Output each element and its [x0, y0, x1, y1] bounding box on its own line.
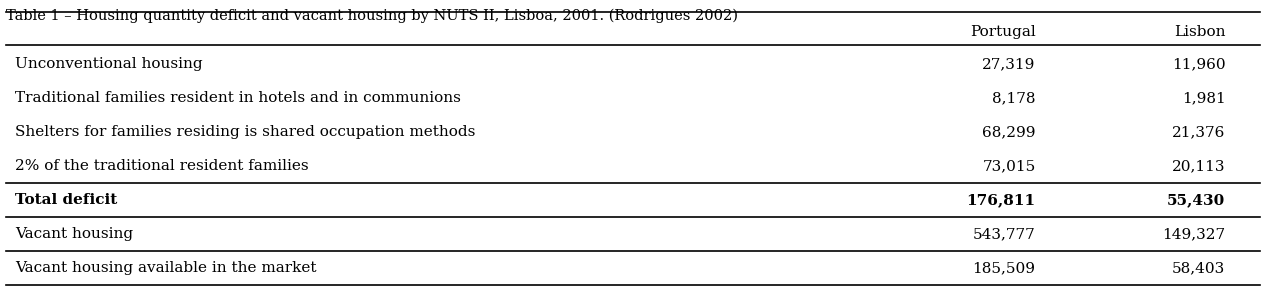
Text: 21,376: 21,376 — [1172, 125, 1225, 139]
Text: Lisbon: Lisbon — [1174, 25, 1225, 39]
Text: 20,113: 20,113 — [1172, 159, 1225, 173]
Text: 176,811: 176,811 — [966, 193, 1036, 207]
Text: 27,319: 27,319 — [982, 58, 1036, 72]
Text: 55,430: 55,430 — [1167, 193, 1225, 207]
Text: 68,299: 68,299 — [982, 125, 1036, 139]
Text: 73,015: 73,015 — [982, 159, 1036, 173]
Text: Portugal: Portugal — [970, 25, 1036, 39]
Text: Unconventional housing: Unconventional housing — [15, 58, 203, 72]
Text: 1,981: 1,981 — [1181, 91, 1225, 105]
Text: 543,777: 543,777 — [972, 227, 1036, 241]
Text: 8,178: 8,178 — [993, 91, 1036, 105]
Text: Shelters for families residing is shared occupation methods: Shelters for families residing is shared… — [15, 125, 476, 139]
Text: Vacant housing available in the market: Vacant housing available in the market — [15, 261, 316, 275]
Text: 2% of the traditional resident families: 2% of the traditional resident families — [15, 159, 309, 173]
Text: 58,403: 58,403 — [1172, 261, 1225, 275]
Text: 185,509: 185,509 — [972, 261, 1036, 275]
Text: Total deficit: Total deficit — [15, 193, 118, 207]
Text: Vacant housing: Vacant housing — [15, 227, 133, 241]
Text: Traditional families resident in hotels and in communions: Traditional families resident in hotels … — [15, 91, 461, 105]
Text: Table 1 – Housing quantity deficit and vacant housing by NUTS II, Lisboa, 2001. : Table 1 – Housing quantity deficit and v… — [6, 9, 738, 23]
Text: 11,960: 11,960 — [1172, 58, 1225, 72]
Text: 149,327: 149,327 — [1162, 227, 1225, 241]
